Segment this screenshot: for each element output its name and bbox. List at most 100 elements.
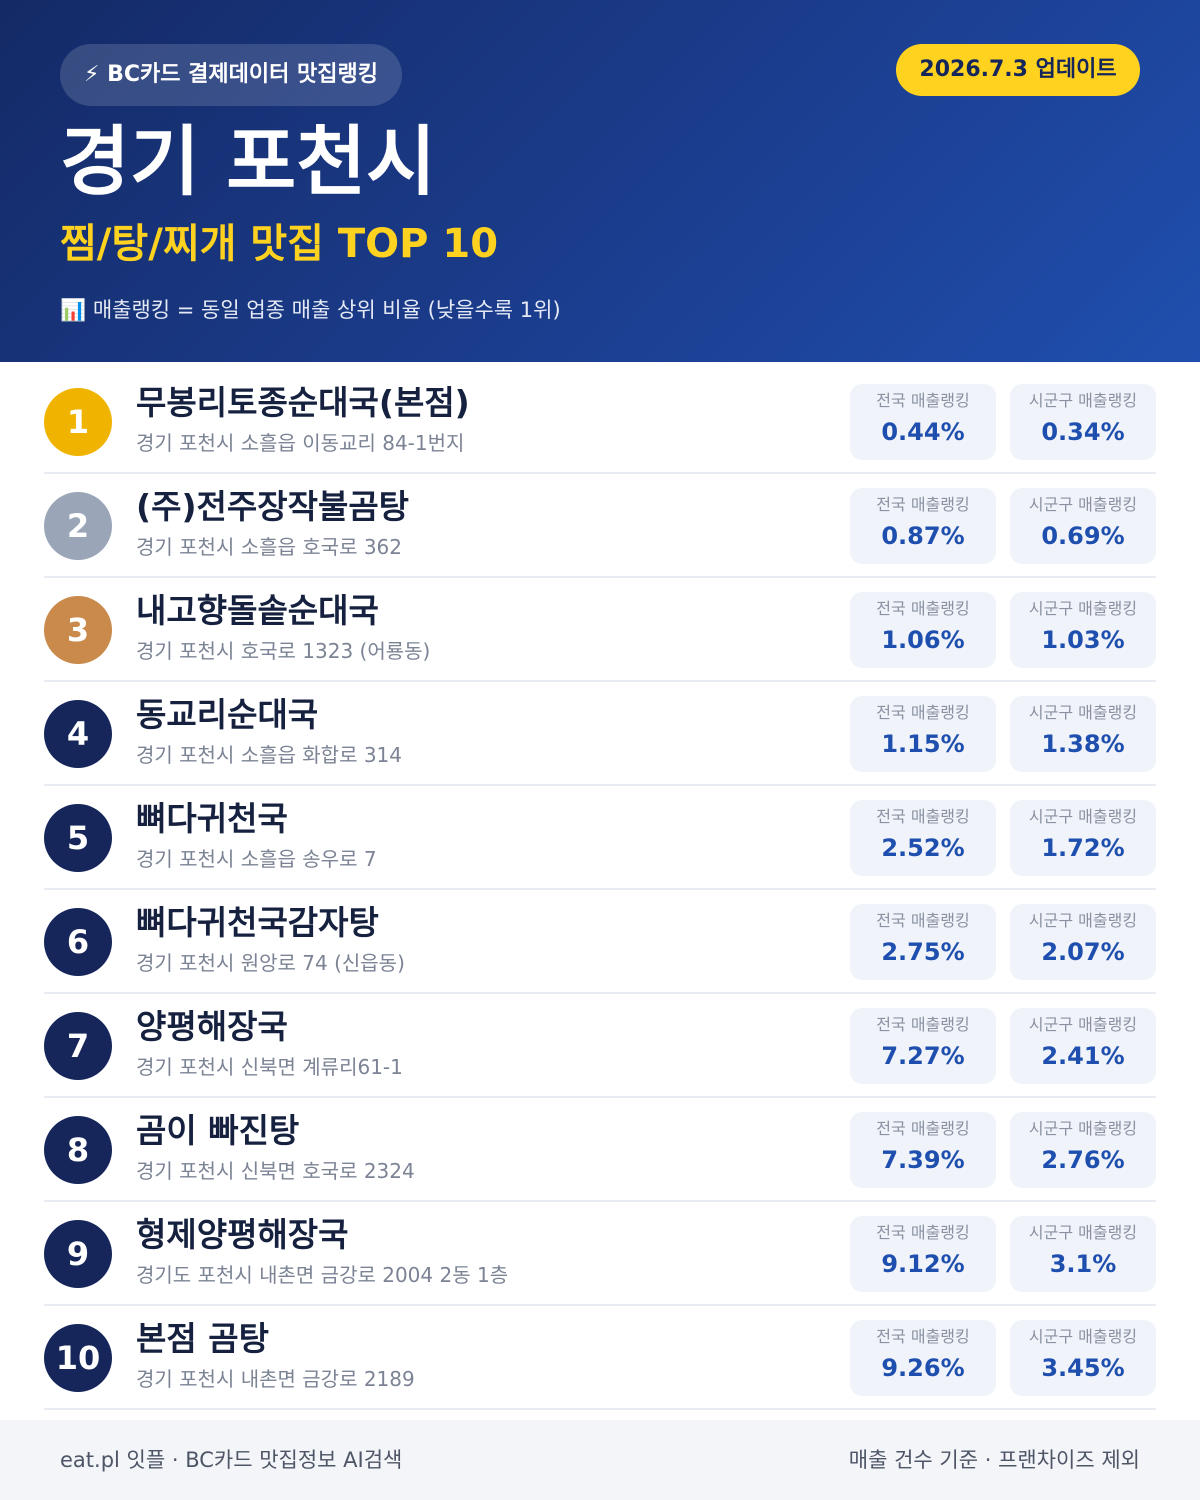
- rank-circle: 3: [44, 596, 112, 664]
- restaurant-name: 본점 곰탕: [136, 1319, 269, 1358]
- divider: [44, 1304, 1156, 1306]
- footer-source: eat.pl 잇플 · BC카드 맛집정보 AI검색: [60, 1448, 403, 1472]
- restaurant-address: 경기 포천시 신북면 호국로 2324: [136, 1159, 415, 1183]
- ranking-box: 시군구 매출랭킹 1.03%: [1010, 592, 1156, 668]
- ranking-box: 전국 매출랭킹 2.52%: [850, 800, 996, 876]
- ranking-box: 전국 매출랭킹 1.15%: [850, 696, 996, 772]
- restaurant-address: 경기 포천시 소흘읍 호국로 362: [136, 535, 403, 559]
- ranking-label: 전국 매출랭킹: [876, 807, 970, 826]
- rank-circle: 10: [44, 1324, 112, 1392]
- rank-circle: 7: [44, 1012, 112, 1080]
- ranking-label: 시군구 매출랭킹: [1028, 807, 1138, 826]
- ranking-value: 1.38%: [1041, 730, 1125, 758]
- ranking-row: 1 무봉리토종순대국(본점) 경기 포천시 소흘읍 이동교리 84-1번지 전국 매출…: [0, 370, 1200, 474]
- restaurant-name: 뼈다귀천국감자탕: [136, 903, 379, 942]
- ranking-value: 3.45%: [1041, 1354, 1125, 1382]
- ranking-value: 0.34%: [1041, 418, 1125, 446]
- ranking-box: 전국 매출랭킹 0.87%: [850, 488, 996, 564]
- title: 경기 포천시: [60, 117, 437, 206]
- rank-circle: 6: [44, 908, 112, 976]
- ranking-box: 시군구 매출랭킹 0.34%: [1010, 384, 1156, 460]
- ranking-label: 전국 매출랭킹: [876, 391, 970, 410]
- ranking-box: 시군구 매출랭킹 1.38%: [1010, 696, 1156, 772]
- ranking-label: 시군구 매출랭킹: [1028, 1327, 1138, 1346]
- restaurant-name: 무봉리토종순대국(본점): [136, 383, 470, 422]
- ranking-box: 시군구 매출랭킹 2.07%: [1010, 904, 1156, 980]
- restaurant-address: 경기 포천시 원앙로 74 (신읍동): [136, 951, 405, 975]
- rank-circle: 1: [44, 388, 112, 456]
- ranking-box: 전국 매출랭킹 0.44%: [850, 384, 996, 460]
- ranking-row: 5 뼈다귀천국 경기 포천시 소흘읍 송우로 7 전국 매출랭킹 2.52% 시군구 매출…: [0, 786, 1200, 890]
- ranking-box: 전국 매출랭킹 1.06%: [850, 592, 996, 668]
- divider: [44, 1200, 1156, 1202]
- restaurant-name: 내고향돌솥순대국: [136, 591, 379, 630]
- note: 📊 매출랭킹 = 동일 업종 매출 상위 비율 (낮을수록 1위): [60, 298, 561, 322]
- ranking-value: 9.26%: [881, 1354, 965, 1382]
- ranking-row: 8 곰이 빠진탕 경기 포천시 신북면 호국로 2324 전국 매출랭킹 7.39% 시군…: [0, 1098, 1200, 1202]
- rank-circle: 9: [44, 1220, 112, 1288]
- ranking-value: 1.72%: [1041, 834, 1125, 862]
- divider: [44, 992, 1156, 994]
- ranking-label: 시군구 매출랭킹: [1028, 1015, 1138, 1034]
- restaurant-address: 경기 포천시 소흘읍 이동교리 84-1번지: [136, 431, 465, 455]
- ranking-label: 전국 매출랭킹: [876, 1015, 970, 1034]
- divider: [44, 472, 1156, 474]
- restaurant-address: 경기도 포천시 내촌면 금강로 2004 2동 1층: [136, 1263, 509, 1287]
- restaurant-name: 곰이 빠진탕: [136, 1111, 300, 1150]
- ranking-box: 전국 매출랭킹 9.12%: [850, 1216, 996, 1292]
- ranking-box: 시군구 매출랭킹 3.45%: [1010, 1320, 1156, 1396]
- restaurant-address: 경기 포천시 내촌면 금강로 2189: [136, 1367, 415, 1391]
- ranking-box: 시군구 매출랭킹 0.69%: [1010, 488, 1156, 564]
- ranking-value: 1.06%: [881, 626, 965, 654]
- restaurant-address: 경기 포천시 신북면 계류리61-1: [136, 1055, 403, 1079]
- update-badge: 2026.7.3 업데이트: [896, 44, 1140, 96]
- restaurant-name: (주)전주장작불곰탕: [136, 487, 410, 526]
- restaurant-name: 동교리순대국: [136, 695, 319, 734]
- ranking-box: 전국 매출랭킹 2.75%: [850, 904, 996, 980]
- ranking-value: 2.75%: [881, 938, 965, 966]
- ranking-box: 시군구 매출랭킹 2.76%: [1010, 1112, 1156, 1188]
- ranking-value: 2.07%: [1041, 938, 1125, 966]
- ranking-value: 2.41%: [1041, 1042, 1125, 1070]
- ranking-label: 시군구 매출랭킹: [1028, 911, 1138, 930]
- ranking-label: 시군구 매출랭킹: [1028, 599, 1138, 618]
- ranking-label: 전국 매출랭킹: [876, 1327, 970, 1346]
- restaurant-address: 경기 포천시 소흘읍 송우로 7: [136, 847, 377, 871]
- restaurant-name: 형제양평해장국: [136, 1215, 349, 1254]
- rank-circle: 2: [44, 492, 112, 560]
- rank-circle: 5: [44, 804, 112, 872]
- ranking-box: 전국 매출랭킹 9.26%: [850, 1320, 996, 1396]
- ranking-box: 전국 매출랭킹 7.39%: [850, 1112, 996, 1188]
- ranking-value: 3.1%: [1049, 1250, 1117, 1278]
- restaurant-address: 경기 포천시 소흘읍 화합로 314: [136, 743, 403, 767]
- divider: [44, 784, 1156, 786]
- divider: [44, 1408, 1156, 1410]
- ranking-value: 0.44%: [881, 418, 965, 446]
- ranking-box: 전국 매출랭킹 7.27%: [850, 1008, 996, 1084]
- divider: [44, 680, 1156, 682]
- ranking-value: 1.15%: [881, 730, 965, 758]
- ranking-label: 전국 매출랭킹: [876, 1223, 970, 1242]
- ranking-label: 시군구 매출랭킹: [1028, 391, 1138, 410]
- ranking-label: 전국 매출랭킹: [876, 1119, 970, 1138]
- ranking-box: 시군구 매출랭킹 2.41%: [1010, 1008, 1156, 1084]
- ranking-label: 시군구 매출랭킹: [1028, 703, 1138, 722]
- ranking-value: 7.27%: [881, 1042, 965, 1070]
- ranking-box: 시군구 매출랭킹 3.1%: [1010, 1216, 1156, 1292]
- divider: [44, 1096, 1156, 1098]
- ranking-label: 시군구 매출랭킹: [1028, 1223, 1138, 1242]
- footer-note: 매출 건수 기준 · 프랜차이즈 제외: [848, 1448, 1140, 1472]
- ranking-label: 전국 매출랭킹: [876, 703, 970, 722]
- ranking-box: 시군구 매출랭킹 1.72%: [1010, 800, 1156, 876]
- ranking-label: 전국 매출랭킹: [876, 599, 970, 618]
- ranking-value: 0.69%: [1041, 522, 1125, 550]
- ranking-value: 9.12%: [881, 1250, 965, 1278]
- restaurant-address: 경기 포천시 호국로 1323 (어룡동): [136, 639, 431, 663]
- ranking-label: 시군구 매출랭킹: [1028, 1119, 1138, 1138]
- rank-circle: 4: [44, 700, 112, 768]
- restaurant-name: 양평해장국: [136, 1007, 288, 1046]
